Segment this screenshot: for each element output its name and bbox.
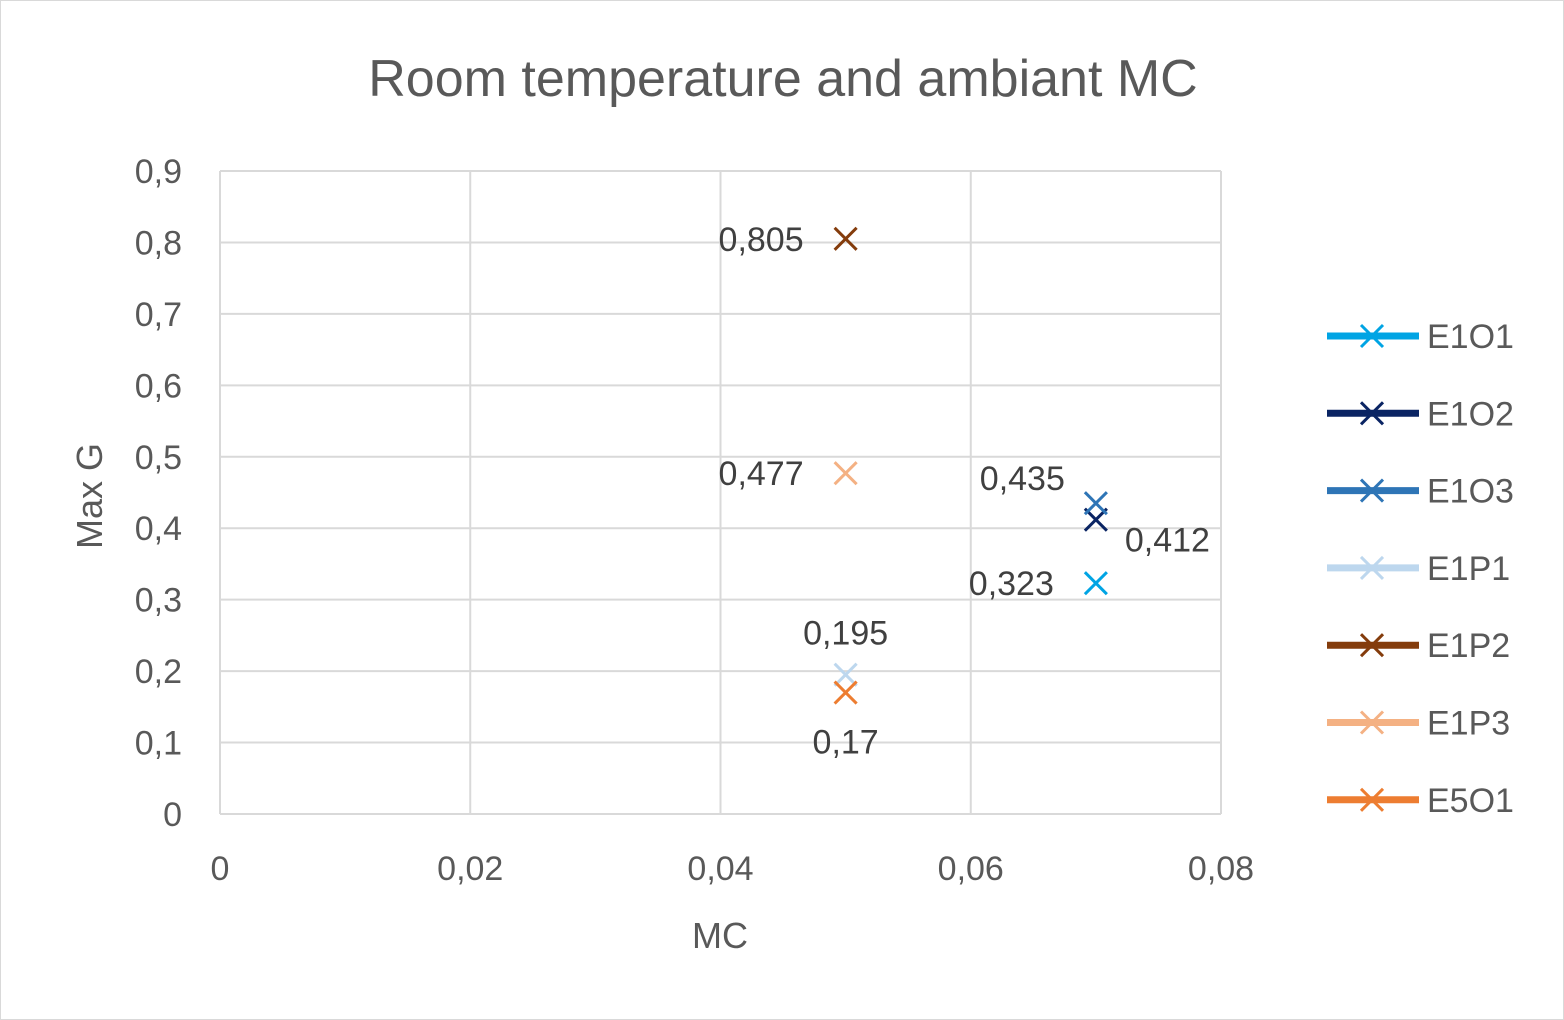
legend-item: E1O1 bbox=[1327, 318, 1514, 356]
legend: E1O1 E1O2 E1O3 E1P1 E1P2 E1P3 E5O1 bbox=[1327, 318, 1514, 820]
legend-label: E1O3 bbox=[1427, 473, 1514, 511]
legend-label: E5O1 bbox=[1427, 782, 1514, 820]
x-tick-label: 0,02 bbox=[437, 850, 503, 888]
legend-marker bbox=[1359, 478, 1385, 503]
data-point bbox=[1083, 491, 1108, 516]
data-point bbox=[833, 662, 858, 687]
legend-item: E1P3 bbox=[1327, 705, 1510, 743]
x-tick-label: 0,04 bbox=[687, 850, 753, 888]
data-label: 0,195 bbox=[803, 615, 888, 653]
x-tick-label: 0,06 bbox=[938, 850, 1004, 888]
legend-item: E1O2 bbox=[1327, 395, 1514, 433]
y-tick-label: 0,9 bbox=[135, 153, 182, 191]
legend-item: E1O3 bbox=[1327, 473, 1514, 511]
legend-item: E1P2 bbox=[1327, 627, 1510, 665]
y-tick-label: 0,7 bbox=[135, 296, 182, 334]
data-markers bbox=[833, 226, 1108, 705]
y-tick-label: 0,1 bbox=[135, 725, 182, 763]
x-tick-label: 0 bbox=[211, 850, 230, 888]
legend-label: E1O1 bbox=[1427, 318, 1514, 356]
legend-label: E1O2 bbox=[1427, 395, 1514, 433]
legend-item: E1P1 bbox=[1327, 550, 1510, 588]
data-label: 0,323 bbox=[969, 565, 1054, 603]
data-point bbox=[833, 680, 858, 705]
y-tick-label: 0,5 bbox=[135, 439, 182, 477]
data-labels: 0,323 0,412 0,435 0,195 0,805 0,477 0,17 bbox=[719, 221, 1210, 762]
legend-label: E1P2 bbox=[1427, 627, 1510, 665]
chart-title: Room temperature and ambiant MC bbox=[368, 50, 1198, 108]
data-point bbox=[833, 461, 858, 486]
y-tick-label: 0,2 bbox=[135, 653, 182, 691]
legend-marker bbox=[1359, 633, 1385, 658]
data-label: 0,412 bbox=[1125, 522, 1210, 560]
y-axis-tick-labels: 0 0,1 0,2 0,3 0,4 0,5 0,6 0,7 0,8 0,9 bbox=[135, 153, 182, 834]
data-label: 0,17 bbox=[813, 724, 879, 762]
legend-marker bbox=[1359, 555, 1385, 580]
y-axis-title: Max G bbox=[69, 443, 110, 549]
data-point bbox=[833, 226, 858, 251]
legend-label: E1P1 bbox=[1427, 550, 1510, 588]
x-axis-title: MC bbox=[692, 915, 748, 956]
y-tick-label: 0,6 bbox=[135, 367, 182, 405]
y-tick-label: 0,4 bbox=[135, 510, 182, 548]
x-axis-tick-labels: 0 0,02 0,04 0,06 0,08 bbox=[211, 850, 1255, 888]
data-label: 0,477 bbox=[719, 455, 804, 493]
legend-item: E5O1 bbox=[1327, 782, 1514, 820]
legend-marker bbox=[1359, 323, 1385, 349]
x-tick-label: 0,08 bbox=[1188, 850, 1254, 888]
data-point bbox=[1083, 571, 1108, 596]
y-tick-label: 0,8 bbox=[135, 224, 182, 262]
legend-label: E1P3 bbox=[1427, 705, 1510, 743]
legend-marker bbox=[1359, 710, 1385, 735]
gridlines bbox=[219, 170, 1222, 815]
y-tick-label: 0,3 bbox=[135, 582, 182, 620]
data-label: 0,435 bbox=[980, 460, 1065, 498]
legend-marker bbox=[1359, 787, 1385, 812]
legend-marker bbox=[1359, 401, 1385, 426]
y-tick-label: 0 bbox=[163, 796, 182, 834]
data-label: 0,805 bbox=[719, 221, 804, 259]
